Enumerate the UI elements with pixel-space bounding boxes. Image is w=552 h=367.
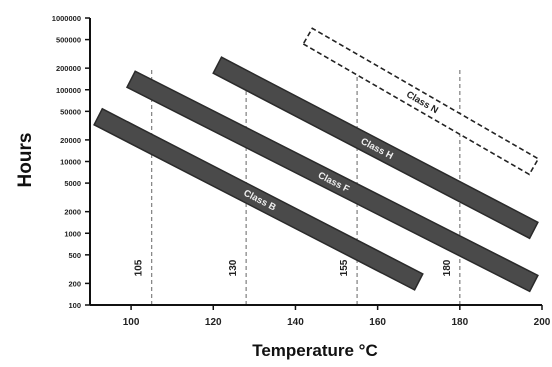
y-tick-label: 2000 <box>64 208 81 217</box>
reference-line-label: 180 <box>442 259 453 276</box>
y-tick-label: 100 <box>68 301 81 310</box>
x-tick-label: 140 <box>287 317 304 328</box>
reference-line-label: 155 <box>339 259 350 276</box>
y-axis-title: Hours <box>15 133 36 188</box>
x-axis-title: Temperature °C <box>252 341 378 360</box>
y-tick-label: 100000 <box>56 86 81 95</box>
band-class-b <box>93 107 424 291</box>
band-class-n <box>302 27 540 176</box>
y-tick-label: 200000 <box>56 64 81 73</box>
y-tick-label: 10000 <box>60 158 81 167</box>
y-tick-label: 1000000 <box>52 14 81 23</box>
x-axis-ticks: 100 120 140 160 180 200 <box>123 305 551 328</box>
x-tick-label: 200 <box>534 317 551 328</box>
x-tick-label: 180 <box>451 317 468 328</box>
x-tick-label: 120 <box>205 317 222 328</box>
x-tick-label: 160 <box>369 317 386 328</box>
y-tick-label: 200 <box>68 279 81 288</box>
y-tick-label: 500 <box>68 251 81 260</box>
y-tick-label: 50000 <box>60 107 81 116</box>
reference-line-label: 130 <box>228 259 239 276</box>
band-class-h <box>212 56 539 240</box>
y-tick-label: 20000 <box>60 136 81 145</box>
band-class-f <box>125 70 539 293</box>
reference-lines: 105 130 155 180 <box>134 70 461 305</box>
y-tick-label: 1000 <box>64 229 81 238</box>
y-tick-label: 500000 <box>56 36 81 45</box>
reference-line-label: 105 <box>134 259 145 276</box>
y-tick-label: 5000 <box>64 179 81 188</box>
y-axis-ticks: 100 200 500 1000 2000 5000 10000 20000 50000 1000… <box>52 14 90 310</box>
x-tick-label: 100 <box>123 317 140 328</box>
